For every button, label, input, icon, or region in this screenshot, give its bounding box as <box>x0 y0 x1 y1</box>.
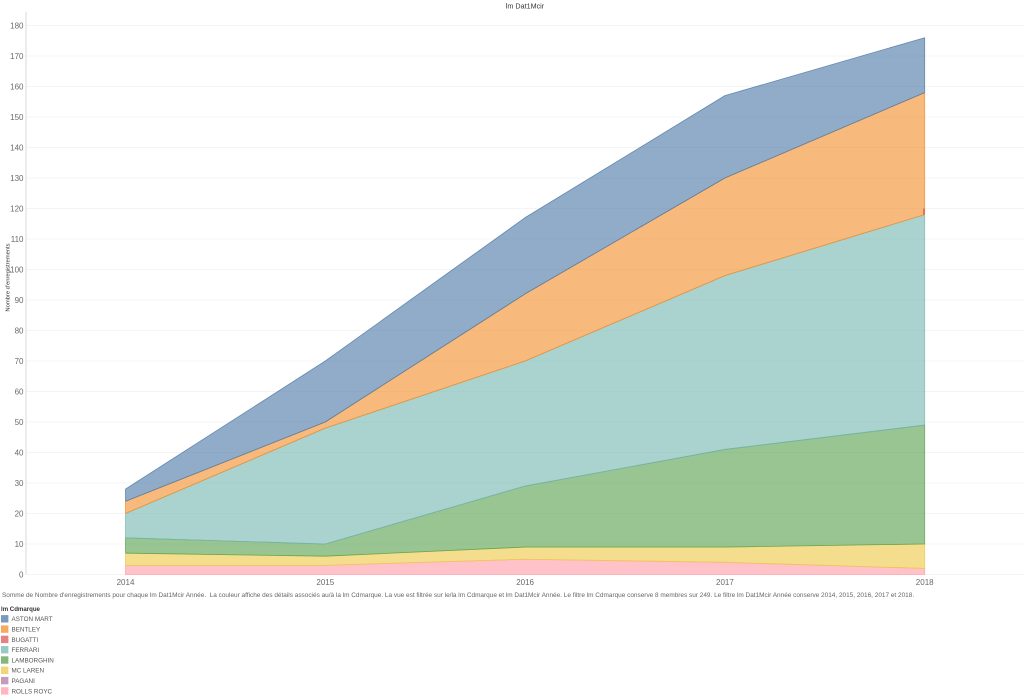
svg-text:ASTON MART: ASTON MART <box>12 616 53 623</box>
svg-text:Nombre d'enregistrements: Nombre d'enregistrements <box>6 243 12 311</box>
svg-text:lm Dat1Mcir: lm Dat1Mcir <box>506 1 545 10</box>
svg-text:BENTLEY: BENTLEY <box>12 627 41 634</box>
svg-text:Somme de Nombre d'enregistreme: Somme de Nombre d'enregistrements pour c… <box>2 592 914 599</box>
svg-text:lm Cdmarque: lm Cdmarque <box>1 606 41 613</box>
svg-text:170: 170 <box>10 52 24 61</box>
svg-text:20: 20 <box>15 509 24 518</box>
svg-text:MC LAREN: MC LAREN <box>12 668 45 675</box>
svg-text:120: 120 <box>10 204 24 213</box>
svg-text:160: 160 <box>10 82 24 91</box>
svg-text:10: 10 <box>15 540 24 549</box>
svg-text:0: 0 <box>19 570 24 579</box>
svg-text:100: 100 <box>10 265 24 274</box>
svg-text:40: 40 <box>15 448 24 457</box>
svg-text:ROLLS ROYC: ROLLS ROYC <box>12 688 53 695</box>
svg-text:150: 150 <box>10 113 24 122</box>
svg-text:110: 110 <box>11 235 24 244</box>
svg-text:130: 130 <box>10 174 24 183</box>
svg-text:90: 90 <box>15 296 24 305</box>
svg-text:2017: 2017 <box>716 578 734 587</box>
svg-text:70: 70 <box>15 357 24 366</box>
svg-text:140: 140 <box>10 143 24 152</box>
svg-text:2014: 2014 <box>117 578 135 587</box>
svg-text:2018: 2018 <box>916 578 934 587</box>
svg-text:FERRARI: FERRARI <box>12 647 40 654</box>
svg-text:30: 30 <box>15 479 24 488</box>
svg-text:80: 80 <box>15 326 24 335</box>
svg-text:2015: 2015 <box>316 578 334 587</box>
svg-text:180: 180 <box>10 21 24 30</box>
svg-text:PAGANI: PAGANI <box>12 678 36 685</box>
svg-text:BUGATTI: BUGATTI <box>12 637 39 644</box>
svg-text:60: 60 <box>15 387 24 396</box>
svg-text:LAMBORGHIN: LAMBORGHIN <box>12 657 55 664</box>
svg-text:50: 50 <box>15 418 24 427</box>
svg-text:2016: 2016 <box>516 578 534 587</box>
